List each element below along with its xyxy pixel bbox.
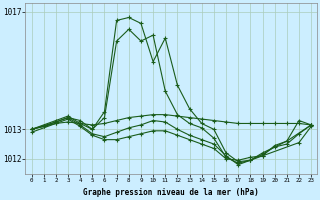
X-axis label: Graphe pression niveau de la mer (hPa): Graphe pression niveau de la mer (hPa) [84,188,259,197]
